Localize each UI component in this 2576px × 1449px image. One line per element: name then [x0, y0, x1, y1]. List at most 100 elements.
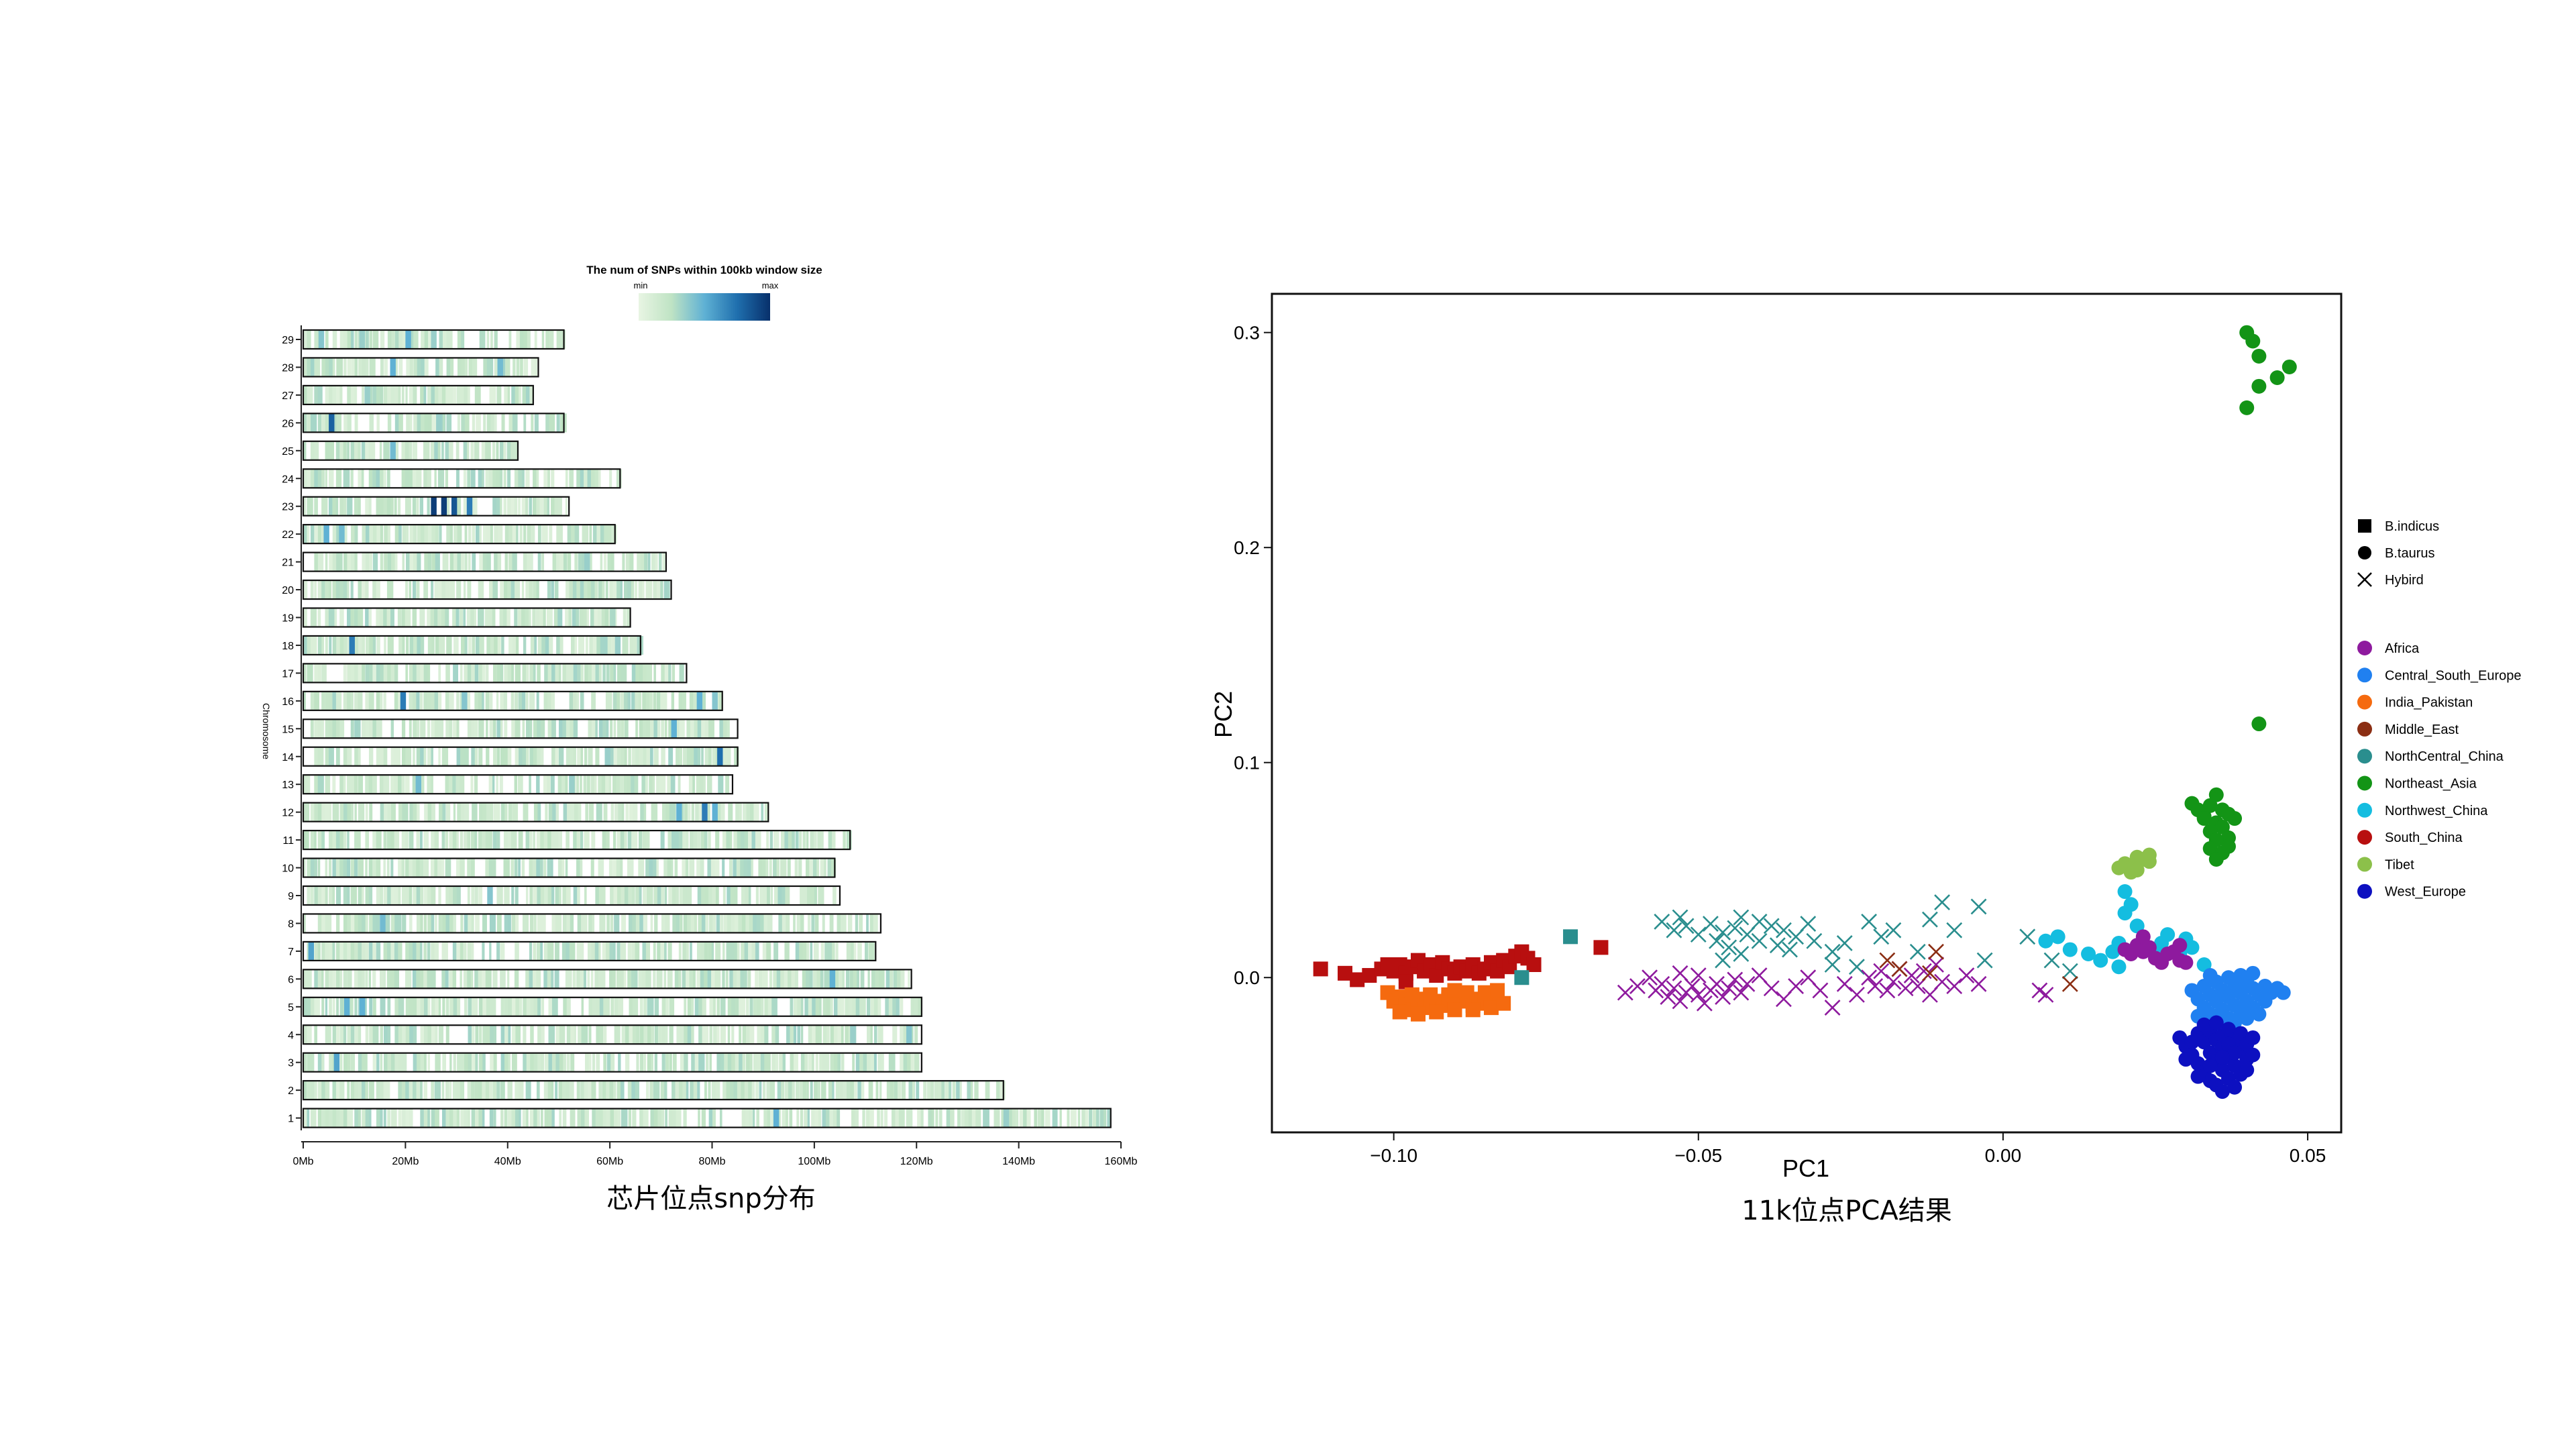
density-stripe: [383, 469, 386, 488]
density-stripe: [343, 1053, 349, 1072]
density-stripe: [598, 775, 604, 794]
pca-point-stroke-b: [1922, 911, 1938, 928]
density-stripe: [365, 1108, 372, 1128]
density-stripe: [335, 830, 343, 850]
density-stripe: [511, 997, 517, 1016]
density-stripe: [616, 580, 621, 600]
density-stripe: [591, 830, 596, 850]
density-stripe: [314, 747, 320, 766]
density-stripe: [585, 635, 588, 655]
density-stripe: [771, 997, 777, 1016]
density-stripe: [766, 830, 769, 850]
density-stripe: [325, 691, 331, 710]
density-stripe: [314, 969, 319, 989]
pca-point: [1976, 952, 1993, 969]
density-hotspot: [415, 775, 421, 794]
density-stripe: [794, 858, 798, 877]
density-stripe: [478, 663, 483, 683]
density-stripe: [543, 469, 547, 488]
density-stripe: [580, 969, 586, 989]
pca-point-stroke-b: [1879, 952, 1896, 969]
pca-point-stroke-b: [1885, 922, 1902, 938]
density-stripe: [613, 719, 616, 739]
density-stripe: [380, 886, 384, 905]
density-stripe: [456, 886, 461, 905]
density-stripe: [347, 914, 354, 933]
density-stripe: [610, 886, 615, 905]
density-stripe: [383, 858, 386, 877]
density-stripe: [490, 1053, 496, 1072]
density-stripe: [704, 747, 711, 766]
density-stripe: [488, 580, 494, 600]
pca-point: [1392, 1004, 1407, 1020]
density-stripe: [423, 1081, 427, 1100]
density-stripe: [511, 886, 515, 905]
density-stripe: [845, 1025, 851, 1044]
density-stripe: [493, 802, 500, 822]
pca-point: [1891, 961, 1908, 977]
density-stripe: [549, 525, 553, 544]
density-stripe: [525, 496, 529, 516]
chromosome-bar-background: [303, 858, 835, 877]
density-stripe: [482, 830, 488, 850]
density-stripe: [562, 886, 568, 905]
density-stripe: [751, 830, 757, 850]
density-stripe: [676, 747, 680, 766]
density-stripe: [536, 496, 540, 516]
density-stripe: [596, 802, 601, 822]
density-stripe: [406, 525, 409, 544]
density-stripe: [471, 997, 478, 1016]
density-stripe: [547, 1081, 554, 1100]
density-stripe: [722, 747, 729, 766]
density-stripe: [508, 997, 514, 1016]
density-stripe: [592, 997, 598, 1016]
density-stripe: [1070, 1108, 1077, 1128]
density-stripe: [350, 886, 357, 905]
density-stripe: [394, 496, 397, 516]
density-stripe: [627, 941, 632, 961]
density-stripe: [467, 441, 470, 460]
density-stripe: [764, 997, 770, 1016]
density-stripe: [806, 1081, 809, 1100]
density-stripe: [450, 358, 454, 377]
legend-color-swatch: [2357, 667, 2372, 683]
density-stripe: [310, 719, 314, 739]
density-stripe: [428, 413, 435, 433]
density-stripe: [683, 1108, 687, 1128]
density-stripe: [596, 525, 601, 544]
density-stripe: [584, 663, 589, 683]
density-stripe: [384, 358, 388, 377]
density-stripe: [488, 469, 494, 488]
legend-color-label: South_China: [2385, 830, 2463, 845]
density-stripe: [556, 635, 562, 655]
density-stripe: [390, 830, 394, 850]
density-stripe: [850, 941, 855, 961]
density-stripe: [335, 969, 341, 989]
density-stripe: [550, 775, 555, 794]
density-stripe: [474, 608, 477, 627]
density-stripe: [358, 469, 364, 488]
density-stripe: [463, 969, 468, 989]
density-stripe: [625, 635, 629, 655]
density-stripe: [416, 941, 421, 961]
density-stripe: [690, 941, 692, 961]
density-stripe: [441, 830, 445, 850]
density-stripe: [401, 775, 405, 794]
density-stripe: [412, 469, 419, 488]
density-stripe: [390, 858, 394, 877]
density-stripe: [795, 941, 800, 961]
pca-point-stroke-b: [1970, 898, 1987, 915]
density-stripe: [756, 1108, 759, 1128]
density-stripe: [456, 830, 459, 850]
density-stripe: [696, 941, 703, 961]
density-stripe: [551, 830, 557, 850]
density-stripe: [667, 858, 673, 877]
density-stripe: [573, 886, 580, 905]
density-stripe: [632, 1108, 637, 1128]
density-stripe: [549, 413, 555, 433]
density-stripe: [358, 1081, 364, 1100]
density-stripe: [923, 1081, 927, 1100]
legend-color-item: West_Europe: [2357, 883, 2466, 900]
density-hotspot: [671, 719, 677, 739]
density-stripe: [547, 1108, 553, 1128]
